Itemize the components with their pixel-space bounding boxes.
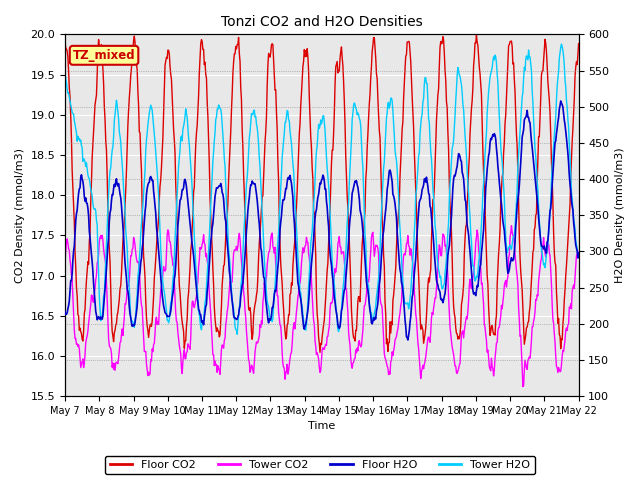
Legend: Floor CO2, Tower CO2, Floor H2O, Tower H2O: Floor CO2, Tower CO2, Floor H2O, Tower H…	[105, 456, 535, 474]
X-axis label: Time: Time	[308, 421, 335, 432]
Y-axis label: CO2 Density (mmol/m3): CO2 Density (mmol/m3)	[15, 148, 25, 283]
Text: TZ_mixed: TZ_mixed	[73, 49, 135, 62]
Y-axis label: H2O Density (mmol/m3): H2O Density (mmol/m3)	[615, 147, 625, 283]
Title: Tonzi CO2 and H2O Densities: Tonzi CO2 and H2O Densities	[221, 15, 422, 29]
